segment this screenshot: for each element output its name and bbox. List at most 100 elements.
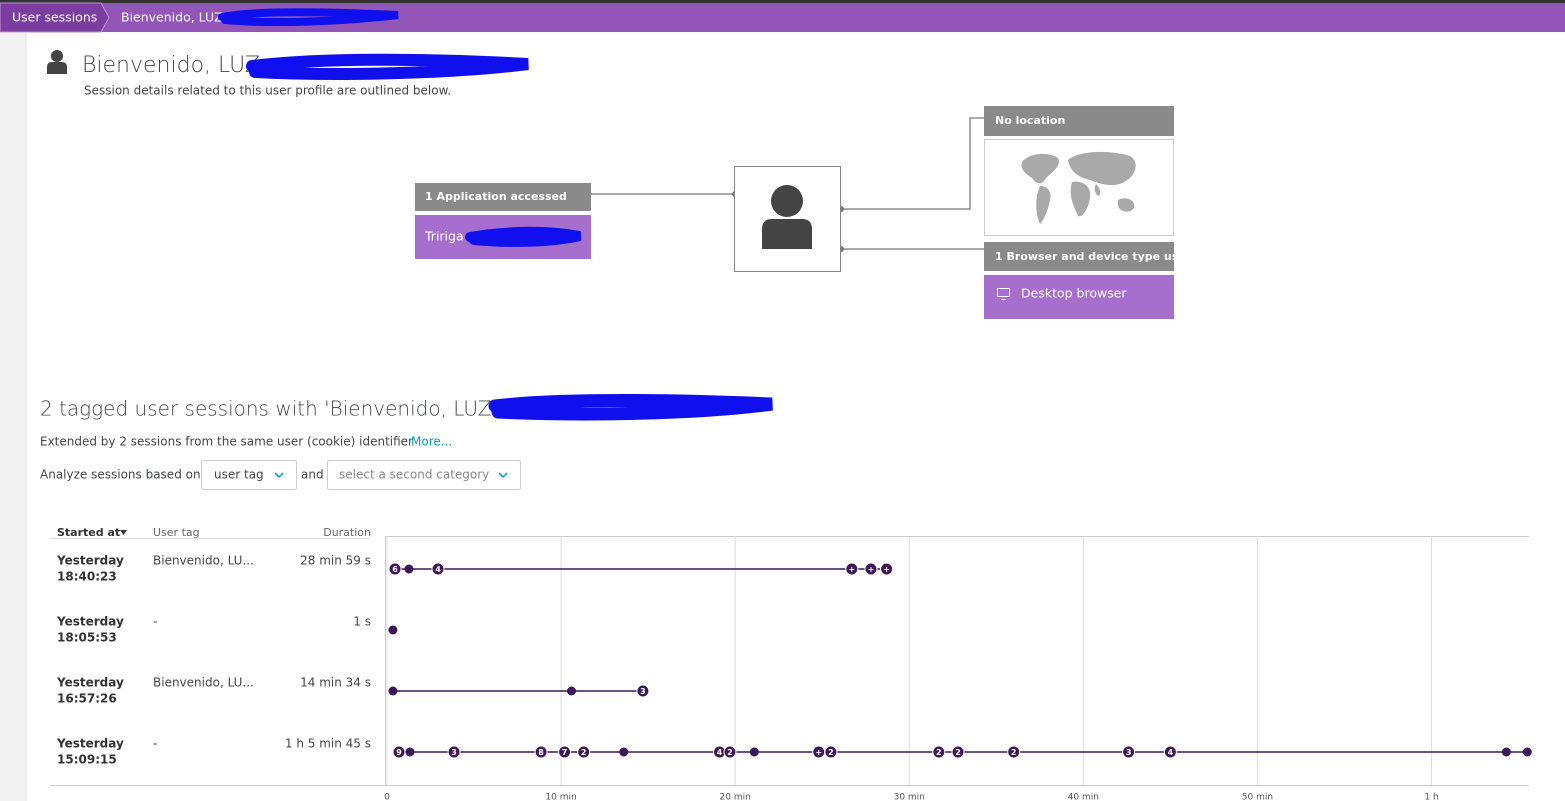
application-name[interactable]: Tririga xyxy=(424,229,464,244)
redaction xyxy=(246,53,529,80)
event-dot xyxy=(824,745,838,759)
breadcrumb-first[interactable] xyxy=(0,2,110,33)
category2-placeholder[interactable]: select a second category xyxy=(339,468,489,482)
session-day: Yesterday xyxy=(56,676,124,690)
duration: 14 min 34 s xyxy=(300,676,371,690)
event-count: 4 xyxy=(717,748,723,757)
event-dot xyxy=(405,747,415,757)
browser-header xyxy=(984,242,1174,271)
event-count: 2 xyxy=(1011,748,1017,757)
duration: 1 s xyxy=(353,615,371,629)
event-dot xyxy=(388,686,398,696)
redaction xyxy=(218,8,399,27)
breadcrumb-link[interactable]: User sessions xyxy=(12,10,97,25)
session-day: Yesterday xyxy=(56,554,124,568)
dropdown-caret xyxy=(498,472,508,479)
session-time: 18:40:23 xyxy=(57,570,117,584)
browser-header-text: 1 Browser and device type used xyxy=(995,250,1194,263)
user-avatar xyxy=(762,185,812,249)
event-count: 2 xyxy=(828,748,834,757)
user-tag: - xyxy=(153,737,157,751)
event-dot xyxy=(392,745,406,759)
event-dot xyxy=(577,745,591,759)
event-count: 4 xyxy=(435,565,441,574)
connectors xyxy=(591,117,984,250)
event-dot xyxy=(1122,745,1136,759)
x-tick-label: 10 min xyxy=(545,793,576,801)
session-day: Yesterday xyxy=(56,737,124,751)
event-count: 7 xyxy=(562,748,568,757)
breadcrumb-current: Bienvenido, LUZ xyxy=(121,10,223,25)
event-dot xyxy=(932,745,946,759)
column-header[interactable]: Duration xyxy=(323,526,371,539)
timeline-chart: 0 10 min 20 min 30 min 40 min 50 min 1 h Yester… xyxy=(56,536,1532,801)
event-dot xyxy=(388,562,402,576)
category2-dropdown[interactable] xyxy=(327,460,521,490)
category1-dropdown[interactable] xyxy=(201,460,297,490)
event-dot xyxy=(567,686,577,696)
more-link[interactable]: More... xyxy=(411,435,452,449)
session-time: 15:09:15 xyxy=(57,753,117,767)
event-dot xyxy=(1007,745,1021,759)
x-tick-label: 20 min xyxy=(720,793,751,801)
event-dot xyxy=(619,747,629,757)
page-subtitle: Session details related to this user pro… xyxy=(84,84,451,98)
redaction xyxy=(488,394,773,421)
event-dot xyxy=(431,562,445,576)
application-header-text: 1 Application accessed xyxy=(425,190,567,203)
desktop-icon xyxy=(997,288,1010,300)
and-text: and xyxy=(301,468,324,482)
event-dot xyxy=(447,745,461,759)
event-dot xyxy=(951,745,965,759)
event-dot xyxy=(749,747,759,757)
duration: 1 h 5 min 45 s xyxy=(285,737,371,751)
world-map xyxy=(1021,151,1136,224)
event-count: 3 xyxy=(451,748,457,757)
user-tag: - xyxy=(153,615,157,629)
event-dot xyxy=(404,564,414,574)
column-header[interactable]: Started at xyxy=(57,526,120,539)
browser-name[interactable]: Desktop browser xyxy=(1021,286,1127,301)
category1-value[interactable]: user tag xyxy=(214,468,264,482)
column-header[interactable]: User tag xyxy=(153,526,200,539)
event-dot xyxy=(534,745,548,759)
event-dot xyxy=(845,562,859,576)
x-tick-label: 0 xyxy=(384,793,390,801)
user-tag: Bienvenido, LU... xyxy=(153,554,254,568)
event-dot xyxy=(636,684,650,698)
event-count: 2 xyxy=(955,748,961,757)
event-count: 3 xyxy=(640,687,646,696)
redaction xyxy=(465,226,582,247)
session-time: 18:05:53 xyxy=(57,631,117,645)
event-dot xyxy=(723,745,737,759)
event-count: 2 xyxy=(727,748,733,757)
duration: 28 min 59 s xyxy=(300,554,371,568)
location-header xyxy=(984,106,1174,136)
event-dot xyxy=(388,625,398,635)
application-header xyxy=(415,183,591,211)
session-time: 16:57:26 xyxy=(57,692,117,706)
event-count: 8 xyxy=(538,748,544,757)
sort-indicator xyxy=(120,530,127,535)
page-title: Bienvenido, LUZ xyxy=(82,53,260,78)
event-dot xyxy=(558,745,572,759)
event-count: + xyxy=(883,565,890,574)
sessions-heading: 2 tagged user sessions with 'Bienvenido,… xyxy=(40,397,491,421)
event-count: 2 xyxy=(936,748,942,757)
event-count: + xyxy=(848,565,855,574)
top-edge xyxy=(0,0,1565,3)
browser-box[interactable] xyxy=(984,275,1174,319)
event-dot xyxy=(880,562,894,576)
session-day: Yesterday xyxy=(56,615,124,629)
event-count: 2 xyxy=(581,748,587,757)
event-dot xyxy=(1163,745,1177,759)
user-icon xyxy=(47,50,67,74)
event-dot xyxy=(1501,747,1511,757)
location-header-text: No location xyxy=(995,114,1065,127)
event-count: + xyxy=(868,565,875,574)
event-count: 3 xyxy=(1126,748,1132,757)
event-count: 4 xyxy=(1168,748,1174,757)
